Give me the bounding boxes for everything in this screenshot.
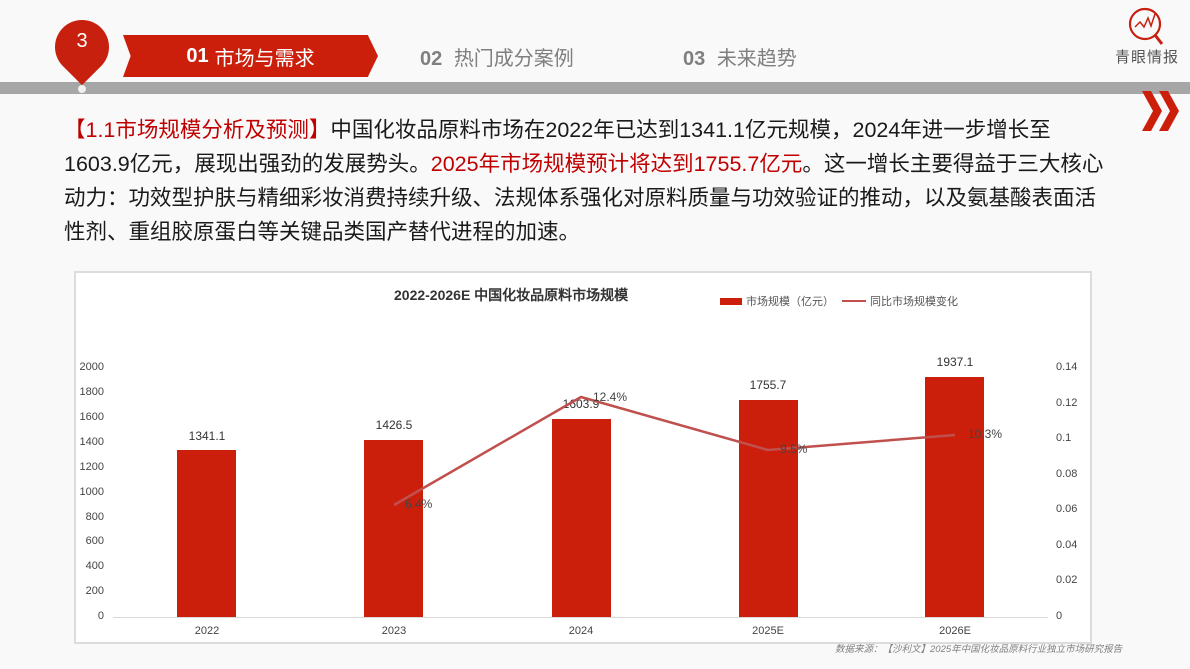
yoy-value-label: 10.3%	[968, 427, 1003, 441]
yoy-value-label: 9.5%	[780, 442, 808, 456]
page-marker-dot	[78, 85, 86, 93]
x-axis-line	[113, 617, 1048, 618]
bar-2025e	[739, 400, 798, 617]
header-divider-band	[0, 82, 1190, 94]
nav-tab-market-demand[interactable]: 01 市场与需求	[123, 35, 378, 77]
y2-axis-tick: 0.1	[1056, 432, 1072, 444]
legend-bar-swatch	[720, 297, 742, 305]
page-number: 3	[76, 30, 88, 52]
x-axis-tick: 2024	[568, 625, 594, 637]
paragraph-text: 。这一增长主要得益于三大核心动力：功效型护肤与精细彩妆消费持续升级、法规体系强化…	[64, 152, 1104, 244]
nav-tab-future-trends[interactable]: 03 未来趋势	[683, 42, 797, 71]
y-axis-tick: 200	[85, 585, 104, 597]
nav-tab-label: 市场与需求	[214, 47, 315, 70]
y2-axis-tick: 0.06	[1056, 503, 1078, 515]
y2-axis-tick: 0.04	[1056, 539, 1078, 551]
yoy-value-label: 12.4%	[593, 390, 628, 404]
y2-axis-tick: 0.12	[1056, 397, 1078, 409]
nav-tab-ingredient-cases[interactable]: 02 热门成分案例	[420, 42, 574, 71]
nav-tab-number: 02	[420, 48, 443, 70]
nav-tab-label: 热门成分案例	[453, 48, 574, 70]
y-axis-tick: 600	[85, 535, 104, 547]
double-chevron-right-icon[interactable]	[1142, 89, 1180, 133]
nav-tab-number: 03	[683, 48, 706, 70]
y-axis-tick: 1400	[79, 436, 104, 448]
x-axis-tick: 2022	[194, 625, 220, 637]
legend-bar-label: 市场规模（亿元）	[746, 296, 834, 308]
brand-logo-text: 青眼情报	[1114, 49, 1179, 66]
data-source-note: 数据来源：【沙利文】2025年中国化妆品原料行业独立市场研究报告	[835, 644, 1123, 655]
yoy-value-label: 6.4%	[405, 497, 433, 511]
brand-logo: 青眼情报	[1112, 6, 1182, 67]
y2-axis-tick: 0.02	[1056, 574, 1078, 586]
y-axis-tick: 1600	[79, 411, 104, 423]
bar-2023	[364, 440, 423, 617]
paragraph-text: 中国化妆品原料市场在2022年已达到1341.1亿元规模，2024年进一步增长至…	[64, 118, 1051, 176]
bar-2026e	[925, 377, 984, 617]
y-axis-tick: 800	[85, 511, 104, 523]
bar-value-label: 1937.1	[936, 355, 974, 369]
paragraph-heading: 【1.1市场规模分析及预测】	[64, 118, 331, 142]
bar-value-label: 1755.7	[749, 378, 787, 392]
y-axis-tick: 1200	[79, 461, 104, 473]
x-axis-tick: 2026E	[939, 625, 971, 637]
bar-value-label: 1426.5	[375, 418, 413, 432]
legend-line-swatch	[842, 300, 866, 302]
y-axis-tick: 1800	[79, 386, 104, 398]
chart-title: 2022-2026E 中国化妆品原料市场规模	[394, 287, 629, 303]
market-analysis-paragraph: 【1.1市场规模分析及预测】中国化妆品原料市场在2022年已达到1341.1亿元…	[64, 113, 1114, 249]
nav-tab-label: 未来趋势	[716, 48, 797, 70]
x-axis-tick: 2025E	[752, 625, 784, 637]
y-axis-tick: 400	[85, 560, 104, 572]
chart-legend: 市场规模（亿元） 同比市场规模变化	[720, 293, 958, 309]
legend-line-label: 同比市场规模变化	[870, 296, 958, 308]
bar-2024	[552, 419, 611, 617]
y-axis-tick: 0	[97, 610, 104, 622]
y-axis-tick: 1000	[79, 486, 104, 498]
y2-axis-tick: 0	[1056, 610, 1063, 622]
bar-2022	[177, 450, 236, 617]
y2-axis-tick: 0.14	[1056, 361, 1078, 373]
paragraph-highlight: 2025年市场规模预计将达到1755.7亿元	[430, 152, 803, 176]
nav-tab-number: 01	[186, 44, 209, 67]
bar-value-label: 1341.1	[188, 429, 226, 443]
magnifier-chart-icon	[1128, 7, 1164, 45]
y2-axis-tick: 0.08	[1056, 468, 1078, 480]
x-axis-tick: 2023	[381, 625, 407, 637]
y-axis-tick: 2000	[79, 361, 104, 373]
